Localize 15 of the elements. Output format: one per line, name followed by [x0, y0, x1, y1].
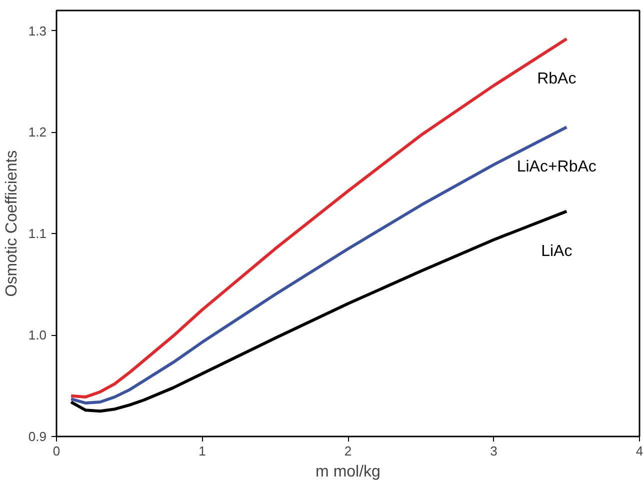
- x-tick-label: 1: [198, 444, 206, 458]
- x-tick-label: 2: [344, 444, 352, 458]
- x-axis-title: m mol/kg: [316, 464, 380, 480]
- y-axis-title: Osmotic Coefficients: [3, 150, 20, 297]
- x-tick-label: 3: [490, 444, 498, 458]
- series-label: LiAc+RbAc: [516, 158, 596, 176]
- x-tick-label: 0: [52, 444, 60, 458]
- y-tick-label: 1.3: [28, 23, 47, 38]
- y-tick-label: 1.1: [28, 226, 47, 242]
- y-tick-label: 1.0: [28, 328, 47, 343]
- x-tick-label: 4: [636, 444, 643, 458]
- series-label: RbAc: [537, 70, 576, 88]
- series-label: LiAc: [541, 242, 572, 260]
- y-tick-label: 1.2: [28, 124, 47, 140]
- y-tick-label: 0.9: [28, 429, 47, 444]
